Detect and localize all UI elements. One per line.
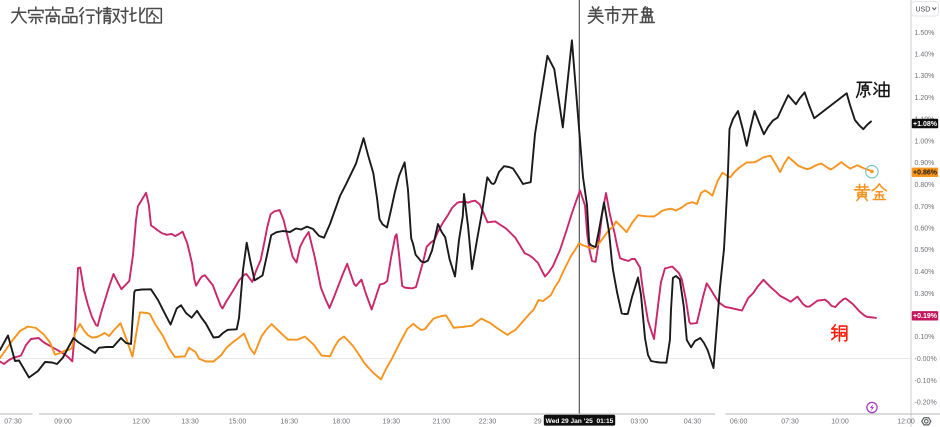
svg-text:+0.86%: +0.86% — [913, 170, 938, 177]
svg-text:0.90%: 0.90% — [915, 160, 935, 167]
svg-text:0.60%: 0.60% — [915, 226, 935, 233]
svg-text:1.50%: 1.50% — [915, 30, 935, 37]
svg-text:21:00: 21:00 — [433, 418, 451, 425]
svg-text:0.40%: 0.40% — [915, 269, 935, 276]
svg-text:+1.08%: +1.08% — [913, 121, 938, 128]
svg-text:16:30: 16:30 — [281, 418, 299, 425]
svg-text:-0.00%: -0.00% — [915, 356, 937, 363]
svg-text:USD: USD — [916, 6, 931, 13]
svg-text:03:00: 03:00 — [631, 418, 649, 425]
svg-text:22:30: 22:30 — [479, 418, 497, 425]
svg-text:Wed 29 Jan ’25 01:15: Wed 29 Jan ’25 01:15 — [546, 418, 614, 425]
svg-text:+0.19%: +0.19% — [913, 313, 938, 320]
svg-text:0.30%: 0.30% — [915, 291, 935, 298]
svg-text:-0.10%: -0.10% — [915, 378, 937, 385]
svg-text:19:30: 19:30 — [383, 418, 401, 425]
svg-text:07:30: 07:30 — [781, 418, 799, 425]
svg-text:09:00: 09:00 — [54, 418, 72, 425]
svg-text:0.10%: 0.10% — [915, 334, 935, 341]
svg-text:04:30: 04:30 — [684, 418, 702, 425]
svg-text:1.20%: 1.20% — [915, 95, 935, 102]
svg-text:0.80%: 0.80% — [915, 182, 935, 189]
svg-text:1.40%: 1.40% — [915, 52, 935, 59]
svg-text:06:00: 06:00 — [730, 418, 748, 425]
svg-text:12:00: 12:00 — [132, 418, 150, 425]
svg-text:1.00%: 1.00% — [915, 139, 935, 146]
svg-text:12:00: 12:00 — [897, 418, 915, 425]
svg-text:13:30: 13:30 — [181, 418, 199, 425]
svg-text:15:00: 15:00 — [229, 418, 247, 425]
svg-text:0.50%: 0.50% — [915, 247, 935, 254]
svg-text:29: 29 — [534, 418, 542, 425]
svg-text:0.70%: 0.70% — [915, 204, 935, 211]
svg-text:1.30%: 1.30% — [915, 73, 935, 80]
svg-text:07:30: 07:30 — [4, 418, 22, 425]
svg-text:-0.20%: -0.20% — [915, 400, 937, 407]
svg-text:18:00: 18:00 — [333, 418, 351, 425]
svg-text:10:00: 10:00 — [831, 418, 849, 425]
